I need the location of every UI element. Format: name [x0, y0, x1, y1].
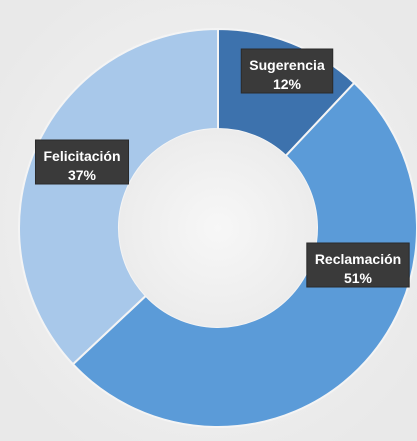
label-value-reclamacion: 51% [344, 270, 373, 286]
data-label-felicitacion: Felicitación 37% [34, 139, 130, 185]
label-value-sugerencia: 12% [273, 76, 302, 92]
donut-hole [119, 129, 317, 327]
label-category-reclamacion: Reclamación [315, 251, 401, 267]
label-box-sugerencia [240, 48, 334, 94]
label-box-reclamacion [306, 242, 410, 288]
label-category-felicitacion: Felicitación [43, 148, 120, 164]
label-value-felicitacion: 37% [68, 167, 97, 183]
label-category-sugerencia: Sugerencia [249, 57, 325, 73]
label-box-felicitacion [34, 139, 130, 185]
data-label-reclamacion: Reclamación 51% [306, 242, 410, 288]
labels-layer: Sugerencia 12% Reclamación 51% Felicitación 3… [34, 48, 410, 288]
data-label-sugerencia: Sugerencia 12% [240, 48, 334, 94]
